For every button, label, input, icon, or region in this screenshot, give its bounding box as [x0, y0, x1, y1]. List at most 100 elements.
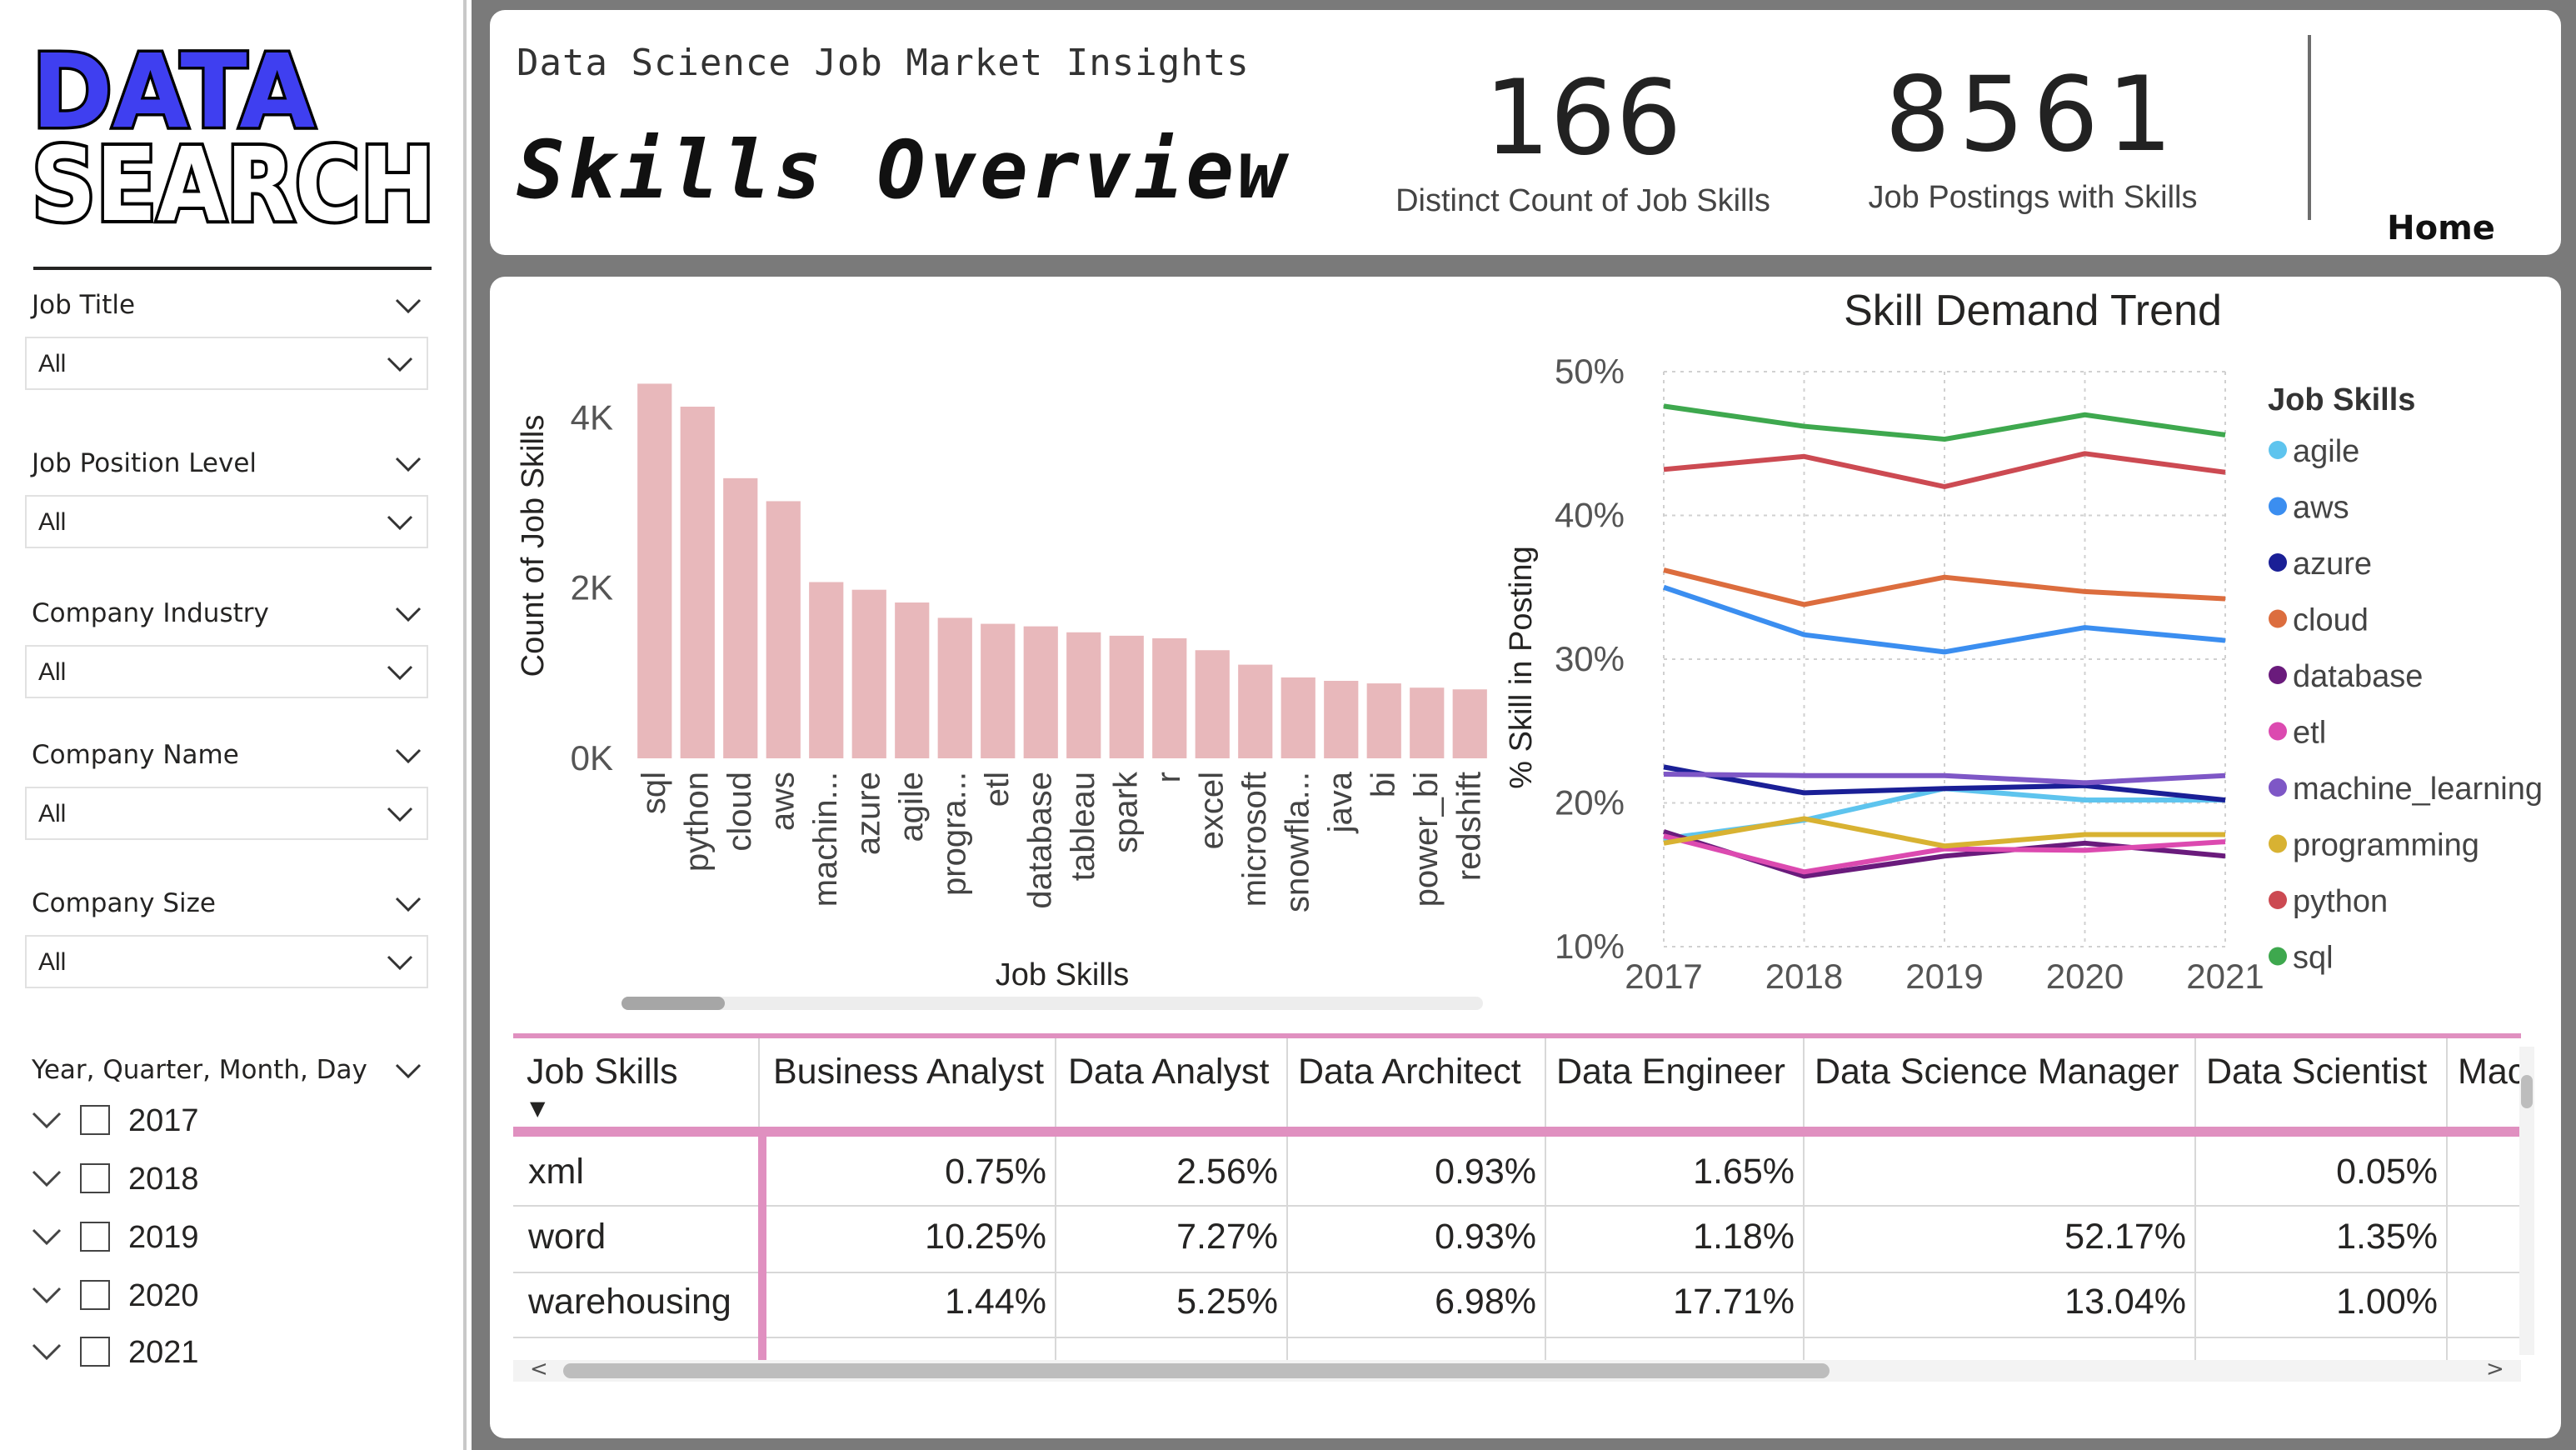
line-y-axis-title: % Skill in Posting	[1504, 546, 1539, 788]
bar-x-tick-label: azure	[850, 772, 886, 855]
matrix-cell: 0.93%	[1435, 1217, 1536, 1257]
matrix-cell: 1.35%	[2336, 1217, 2438, 1257]
line-x-tick-label: 2020	[2046, 957, 2124, 996]
job-position-level-dropdown[interactable]: All	[25, 495, 428, 548]
matrix-cell: 1.44%	[945, 1282, 1046, 1322]
bar-azure	[851, 589, 886, 758]
company-size-dropdown[interactable]: All	[25, 935, 428, 988]
matrix-vertical-scroll-thumb[interactable]	[2521, 1075, 2533, 1108]
bar-y-tick-label: 4K	[571, 398, 613, 437]
home-button[interactable]: Home	[2366, 205, 2516, 252]
legend-label: azure	[2293, 547, 2372, 582]
matrix-cell: 13.04%	[2064, 1282, 2186, 1322]
matrix-gridline	[1055, 1038, 1056, 1360]
line-x-tick-label: 2018	[1765, 957, 1843, 996]
job-position-level-label: Job Position Level	[32, 448, 257, 478]
year-checkbox[interactable]	[80, 1222, 110, 1252]
expand-chevron-icon[interactable]	[30, 1108, 63, 1132]
year-checkbox[interactable]	[80, 1105, 110, 1135]
bar-x-tick-label: microsoft	[1236, 772, 1273, 907]
matrix-gridline	[2446, 1038, 2448, 1360]
matrix-cell: 0.93%	[1435, 1152, 1536, 1192]
matrix-cell: 6.98%	[1435, 1282, 1536, 1322]
bar-chart-scrollbar[interactable]	[622, 997, 1483, 1010]
bar-chart-scroll-thumb[interactable]	[622, 997, 725, 1010]
expand-chevron-icon[interactable]	[30, 1225, 63, 1248]
line-series-etl	[1663, 833, 2226, 875]
year-item-2018[interactable]: 2018	[30, 1158, 363, 1205]
bar-y-tick-label: 2K	[571, 568, 613, 608]
expand-chevron-icon[interactable]	[30, 1340, 63, 1363]
legend-title: Job Skills	[2268, 382, 2415, 418]
matrix-cell: 2.56%	[1176, 1152, 1278, 1192]
company-name-dropdown[interactable]: All	[25, 787, 428, 840]
legend-label: sql	[2293, 941, 2334, 976]
matrix-header-data-scientist[interactable]: Data Scientist	[2206, 1052, 2428, 1092]
matrix-gridline	[2194, 1038, 2196, 1360]
matrix-header-data-analyst[interactable]: Data Analyst	[1068, 1052, 1270, 1092]
job-title-dropdown[interactable]: All	[25, 337, 428, 390]
line-series-programming	[1663, 816, 2225, 849]
scroll-right-arrow-icon[interactable]: >	[2486, 1357, 2504, 1382]
legend-label: cloud	[2293, 603, 2369, 638]
job-title-value: All	[38, 350, 67, 378]
bar-y-axis-title: Count of Job Skills	[516, 415, 551, 678]
bar-snowfla	[1281, 677, 1315, 758]
matrix-header-truncated[interactable]: Mac	[2458, 1052, 2519, 1092]
bar-x-tick-label: redshift	[1450, 772, 1487, 881]
chevron-down-icon[interactable]	[392, 602, 425, 627]
year-checkbox[interactable]	[80, 1163, 110, 1193]
expand-chevron-icon[interactable]	[30, 1283, 63, 1307]
year-item-2017[interactable]: 2017	[30, 1100, 363, 1147]
legend-swatch-programming	[2269, 834, 2287, 853]
kpi-job-postings-label: Job Postings with Skills	[1868, 180, 2198, 215]
bar-spark	[1109, 635, 1144, 758]
line-series-azure	[1663, 764, 2226, 803]
filter-pane	[0, 0, 467, 1450]
matrix-vertical-scrollbar[interactable]	[2519, 1047, 2534, 1355]
company-industry-label: Company Industry	[32, 598, 269, 628]
scroll-left-arrow-icon[interactable]: <	[530, 1357, 548, 1382]
legend-label: python	[2293, 884, 2388, 919]
matrix-header-data-science-manager[interactable]: Data Science Manager	[1815, 1052, 2179, 1092]
chevron-down-icon[interactable]	[392, 892, 425, 917]
line-series-cloud	[1663, 568, 2226, 608]
matrix-row-separator	[513, 1205, 2521, 1207]
bar-x-tick-label: etl	[979, 772, 1016, 807]
company-industry-dropdown[interactable]: All	[25, 645, 428, 698]
matrix-horizontal-scroll-thumb[interactable]	[563, 1363, 1830, 1378]
chevron-down-icon[interactable]	[392, 452, 425, 477]
line-y-tick-label: 30%	[1555, 639, 1625, 678]
matrix-header-job-skills[interactable]: Job Skills	[527, 1052, 678, 1092]
year-item-2020[interactable]: 2020	[30, 1275, 363, 1322]
bar-bi	[1366, 683, 1401, 758]
expand-chevron-icon[interactable]	[30, 1167, 63, 1190]
year-label: 2017	[128, 1103, 199, 1138]
bar-r	[1152, 638, 1187, 758]
year-item-2019[interactable]: 2019	[30, 1217, 363, 1263]
chevron-down-icon[interactable]	[392, 743, 425, 768]
sort-descending-icon[interactable]: ▼	[530, 1097, 546, 1120]
matrix-cell: 1.00%	[2336, 1282, 2438, 1322]
matrix-cell: 1.18%	[1693, 1217, 1795, 1257]
legend-swatch-sql	[2269, 947, 2287, 966]
bar-database	[1023, 626, 1058, 758]
year-checkbox[interactable]	[80, 1337, 110, 1367]
year-item-2021[interactable]: 2021	[30, 1332, 363, 1378]
bar-x-tick-label: snowfla...	[1279, 772, 1315, 912]
matrix-header-business-analyst[interactable]: Business Analyst	[773, 1052, 1045, 1092]
matrix-gridline	[1803, 1038, 1805, 1360]
matrix-header-data-architect[interactable]: Data Architect	[1298, 1052, 1521, 1092]
matrix-rowheader-border	[758, 1137, 766, 1367]
legend-label: aws	[2293, 491, 2349, 526]
company-size-value: All	[38, 948, 67, 976]
matrix-header-data-engineer[interactable]: Data Engineer	[1556, 1052, 1785, 1092]
bar-x-tick-label: java	[1322, 771, 1359, 833]
chevron-down-icon[interactable]	[392, 1058, 425, 1083]
matrix-cell: 52.17%	[2064, 1217, 2186, 1257]
year-checkbox[interactable]	[80, 1280, 110, 1310]
bar-python	[680, 407, 715, 758]
bar-tableau	[1066, 632, 1101, 758]
chevron-down-icon[interactable]	[392, 293, 425, 318]
